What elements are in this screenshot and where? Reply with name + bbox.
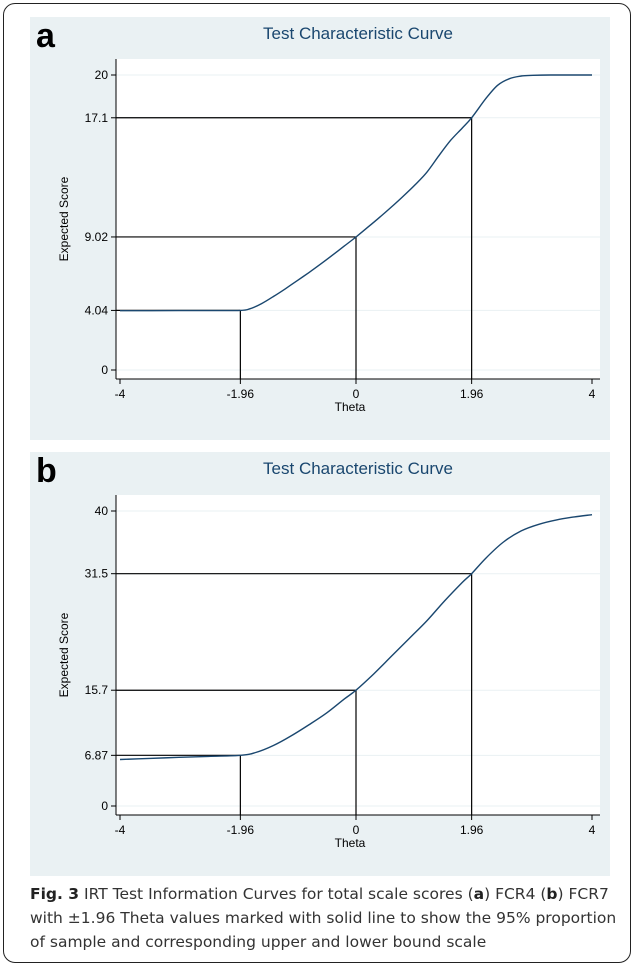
figure-caption: Fig. 3 IRT Test Information Curves for t… [30, 882, 620, 954]
x-tick-label: 1.96 [460, 823, 484, 837]
x-tick-label: -1.96 [227, 387, 255, 401]
y-tick-label: 15.7 [85, 683, 109, 697]
tcc-curve-line [119, 74, 592, 312]
chart-a: 0 4.04 9.02 17.1 20 -4 -1.96 0 1.96 4 Test Charact… [57, 24, 600, 414]
y-tick-label: 31.5 [85, 567, 109, 581]
y-axis-label: Expected Score [57, 176, 71, 261]
x-tick-label: 1.96 [460, 387, 484, 401]
panel-label-b: b [36, 452, 57, 490]
chart-title: Test Characteristic Curve [263, 459, 453, 478]
caption-text-2: ) FCR4 ( [484, 885, 547, 903]
x-tick-label: 0 [353, 823, 360, 837]
chart-panel-a: 0 4.04 9.02 17.1 20 -4 -1.96 0 1.96 4 Test Charact… [30, 17, 610, 440]
x-tick-label: -4 [115, 387, 126, 401]
caption-ref-a: a [473, 885, 485, 903]
tcc-curve-line [119, 514, 593, 761]
y-tick-label: 20 [95, 68, 109, 82]
y-tick-label: 0 [101, 363, 108, 377]
y-tick-label: 40 [95, 504, 109, 518]
caption-text-1: IRT Test Information Curves for total sc… [79, 885, 474, 903]
caption-ref-b: b [546, 885, 558, 903]
x-tick-label: -4 [115, 823, 126, 837]
plot-area [116, 495, 600, 815]
x-axis-label: Theta [335, 400, 366, 414]
y-tick-label: 0 [101, 799, 108, 813]
panel-label-a: a [36, 17, 55, 55]
x-tick-label: 4 [589, 823, 596, 837]
x-tick-label: 4 [589, 387, 596, 401]
chart-title: Test Characteristic Curve [263, 24, 453, 43]
y-axis-label: Expected Score [57, 612, 71, 697]
caption-text-3: ) FCR7 with ±1.96 Theta values marked wi… [30, 885, 617, 951]
x-tick-label: 0 [353, 387, 360, 401]
y-tick-label: 4.04 [85, 303, 109, 317]
plot-area [116, 59, 600, 379]
chart-b: 0 6.87 15.7 31.5 40 -4 -1.96 0 1.96 4 Test Charact… [57, 459, 600, 850]
y-tick-label: 6.87 [85, 748, 109, 762]
y-tick-label: 9.02 [85, 230, 109, 244]
x-axis-label: Theta [335, 836, 366, 850]
caption-label: Fig. 3 [30, 885, 80, 903]
x-tick-label: -1.96 [227, 823, 255, 837]
chart-panel-b: 0 6.87 15.7 31.5 40 -4 -1.96 0 1.96 4 Test Charact… [30, 452, 610, 876]
y-tick-label: 17.1 [85, 111, 109, 125]
